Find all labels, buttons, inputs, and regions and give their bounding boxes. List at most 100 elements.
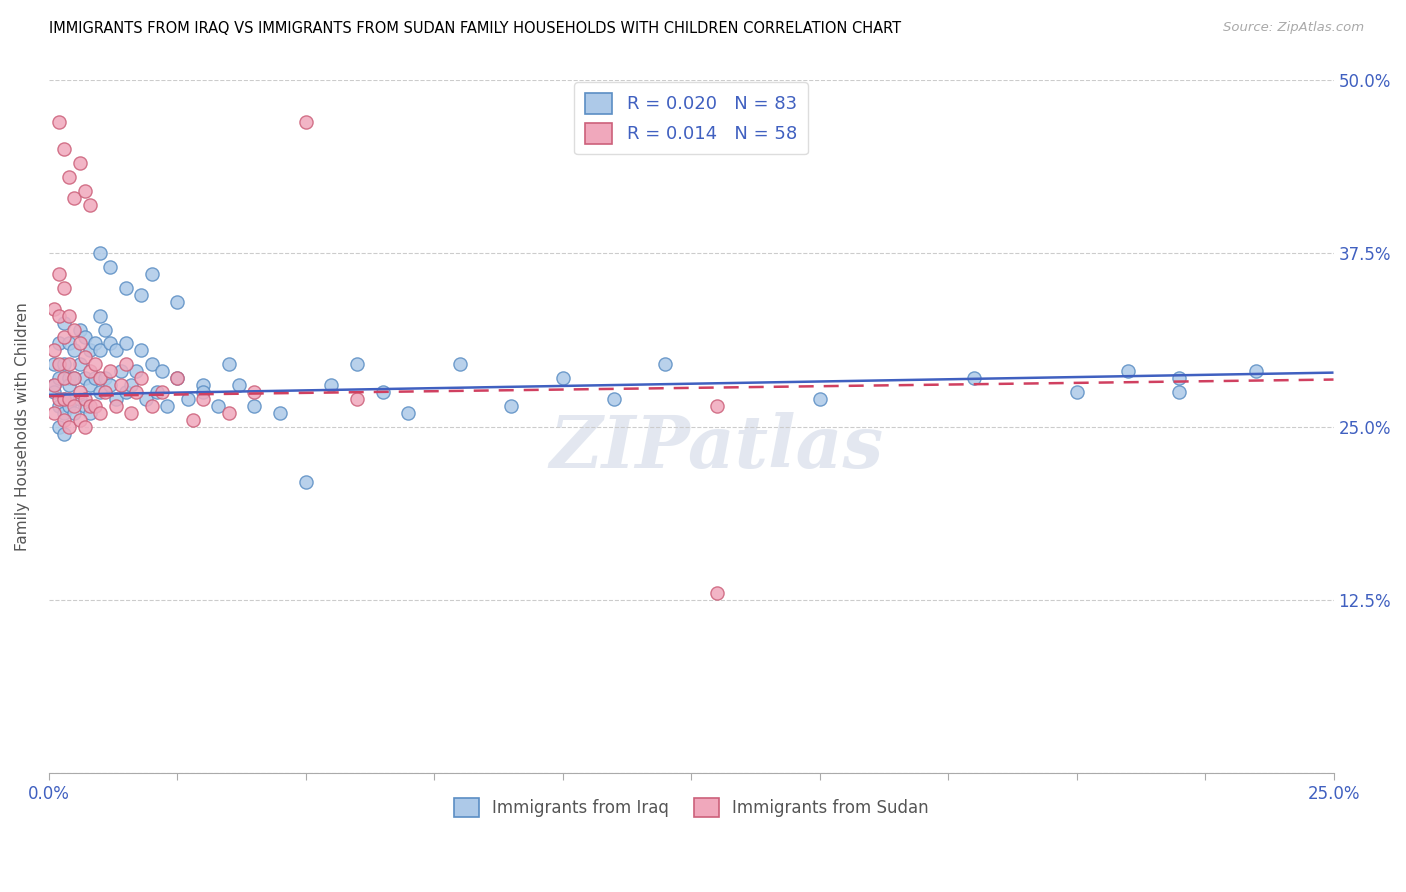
Point bbox=[53, 281, 76, 295]
Point bbox=[104, 399, 127, 413]
Point bbox=[53, 142, 76, 156]
Point bbox=[125, 384, 148, 399]
Point bbox=[69, 392, 91, 406]
Point bbox=[53, 406, 76, 420]
Point bbox=[53, 392, 76, 406]
Point bbox=[73, 392, 96, 406]
Point bbox=[114, 281, 136, 295]
Point bbox=[110, 364, 132, 378]
Point bbox=[129, 371, 152, 385]
Point bbox=[42, 378, 65, 392]
Point bbox=[48, 114, 70, 128]
Point bbox=[58, 392, 80, 406]
Point bbox=[73, 351, 96, 365]
Point bbox=[141, 399, 163, 413]
Point bbox=[104, 392, 127, 406]
Point bbox=[129, 288, 152, 302]
Point bbox=[73, 371, 96, 385]
Point bbox=[1168, 371, 1191, 385]
Point bbox=[94, 371, 117, 385]
Point bbox=[150, 364, 173, 378]
Point bbox=[73, 329, 96, 343]
Point bbox=[48, 392, 70, 406]
Point bbox=[141, 267, 163, 281]
Point bbox=[135, 392, 157, 406]
Point bbox=[63, 191, 86, 205]
Point bbox=[551, 371, 574, 385]
Point bbox=[79, 198, 101, 212]
Point bbox=[120, 406, 142, 420]
Point bbox=[53, 357, 76, 371]
Point bbox=[53, 413, 76, 427]
Point bbox=[58, 170, 80, 185]
Point bbox=[58, 357, 80, 371]
Point bbox=[63, 343, 86, 358]
Point bbox=[73, 419, 96, 434]
Point bbox=[228, 378, 250, 392]
Point bbox=[808, 392, 831, 406]
Point bbox=[58, 399, 80, 413]
Point bbox=[48, 371, 70, 385]
Point bbox=[501, 399, 523, 413]
Point bbox=[321, 378, 343, 392]
Point bbox=[84, 357, 107, 371]
Point bbox=[346, 392, 368, 406]
Point bbox=[63, 371, 86, 385]
Point bbox=[145, 384, 167, 399]
Legend: Immigrants from Iraq, Immigrants from Sudan: Immigrants from Iraq, Immigrants from Su… bbox=[447, 791, 935, 824]
Point bbox=[48, 399, 70, 413]
Text: ZIPatlas: ZIPatlas bbox=[550, 412, 884, 483]
Point bbox=[706, 586, 728, 600]
Point bbox=[89, 406, 111, 420]
Point bbox=[243, 384, 266, 399]
Point bbox=[129, 343, 152, 358]
Point bbox=[114, 384, 136, 399]
Point bbox=[53, 329, 76, 343]
Point bbox=[84, 399, 107, 413]
Point bbox=[69, 156, 91, 170]
Point bbox=[63, 392, 86, 406]
Point bbox=[114, 357, 136, 371]
Point bbox=[89, 384, 111, 399]
Point bbox=[53, 392, 76, 406]
Point bbox=[100, 260, 122, 275]
Text: Source: ZipAtlas.com: Source: ZipAtlas.com bbox=[1223, 21, 1364, 34]
Point bbox=[48, 419, 70, 434]
Point bbox=[1246, 364, 1268, 378]
Point bbox=[191, 384, 214, 399]
Point bbox=[449, 357, 471, 371]
Text: IMMIGRANTS FROM IRAQ VS IMMIGRANTS FROM SUDAN FAMILY HOUSEHOLDS WITH CHILDREN CO: IMMIGRANTS FROM IRAQ VS IMMIGRANTS FROM … bbox=[49, 21, 901, 36]
Point bbox=[63, 323, 86, 337]
Point bbox=[243, 399, 266, 413]
Point bbox=[69, 413, 91, 427]
Point bbox=[207, 399, 229, 413]
Point bbox=[53, 316, 76, 330]
Point bbox=[73, 184, 96, 198]
Point bbox=[156, 399, 179, 413]
Point bbox=[218, 357, 240, 371]
Point bbox=[84, 371, 107, 385]
Point bbox=[84, 336, 107, 351]
Point bbox=[89, 371, 111, 385]
Point bbox=[89, 343, 111, 358]
Point bbox=[53, 426, 76, 441]
Point bbox=[1168, 384, 1191, 399]
Point bbox=[53, 371, 76, 385]
Point bbox=[73, 399, 96, 413]
Point bbox=[176, 392, 198, 406]
Point bbox=[48, 309, 70, 323]
Point bbox=[79, 378, 101, 392]
Point bbox=[398, 406, 420, 420]
Point bbox=[48, 336, 70, 351]
Point bbox=[58, 371, 80, 385]
Point bbox=[181, 413, 204, 427]
Point bbox=[48, 267, 70, 281]
Point bbox=[42, 406, 65, 420]
Point bbox=[191, 378, 214, 392]
Point bbox=[218, 406, 240, 420]
Y-axis label: Family Households with Children: Family Households with Children bbox=[15, 302, 30, 551]
Point bbox=[58, 309, 80, 323]
Point bbox=[100, 378, 122, 392]
Point bbox=[125, 364, 148, 378]
Point bbox=[166, 371, 188, 385]
